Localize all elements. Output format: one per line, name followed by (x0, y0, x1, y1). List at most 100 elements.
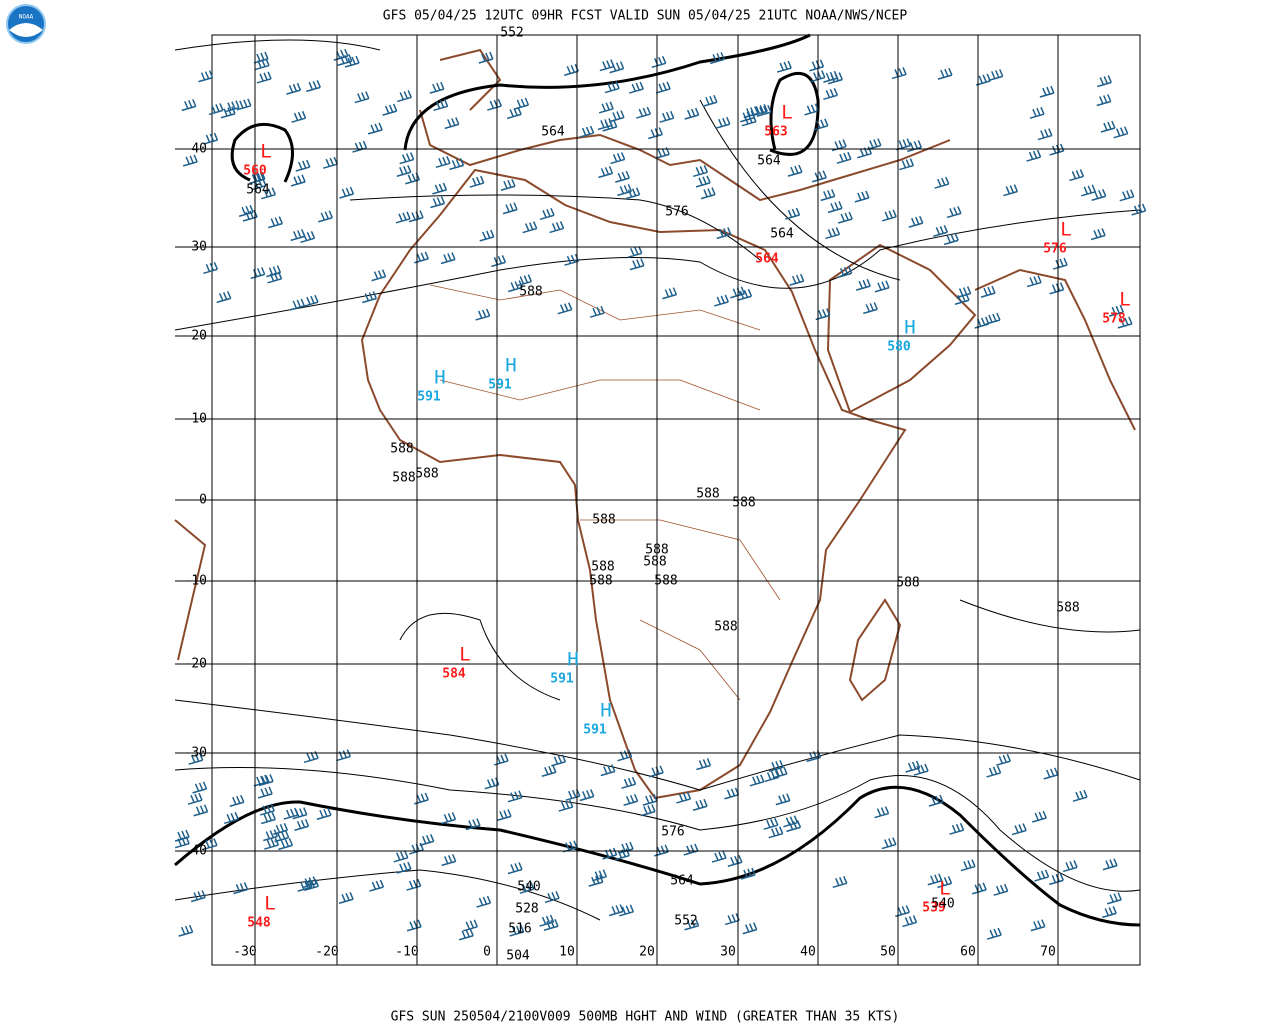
lat-label: -20 (184, 657, 207, 672)
wind-barb (254, 58, 270, 71)
wind-barb (182, 154, 198, 167)
wind-barb (249, 172, 265, 185)
wind-barb (768, 826, 784, 839)
wind-barb (683, 843, 699, 856)
map (174, 33, 1141, 927)
wind-barb (625, 187, 641, 200)
wind-barb (396, 861, 412, 874)
wind-barb (557, 302, 573, 315)
wind-barb (855, 278, 871, 291)
wind-barb (290, 298, 305, 311)
wind-barb (192, 781, 208, 794)
wind-barb (832, 876, 848, 889)
wind-barb (825, 227, 841, 240)
lat-label: 10 (191, 412, 207, 427)
logo-text: NOAA (19, 14, 34, 21)
lon-label: 0 (483, 945, 491, 960)
wind-barb (336, 749, 352, 762)
wind-barb (1039, 85, 1055, 98)
wind-barb (724, 913, 740, 926)
wind-barb (188, 752, 204, 765)
wind-barb (960, 859, 976, 872)
wind-barb (1090, 228, 1106, 241)
noaa-logo: NOAA (6, 4, 46, 44)
wind-barb (266, 265, 282, 278)
wind-barb (500, 178, 516, 191)
wind-barb (1117, 316, 1133, 329)
contour-label: 588 (1056, 601, 1079, 616)
wind-barb (549, 221, 565, 234)
wind-barb (382, 103, 398, 116)
wind-barb (1097, 75, 1112, 88)
wind-barb (684, 918, 700, 931)
wind-barb (250, 267, 266, 280)
wind-barb (1113, 126, 1129, 139)
wind-barb (430, 196, 446, 209)
wind-barb (815, 308, 831, 321)
pressure-center-symbol: L (1119, 289, 1130, 311)
wind-barb (405, 172, 420, 185)
pressure-center-symbol: H (904, 317, 915, 339)
contour-label: 564 (770, 227, 794, 242)
wind-barb (406, 878, 422, 891)
wind-barb (333, 48, 349, 61)
africa-coast (360, 168, 907, 800)
contour-label: 588 (896, 576, 919, 591)
wind-barb (263, 829, 279, 842)
wind-barb (369, 879, 385, 892)
pressure-center-value: 539 (922, 901, 945, 916)
borders (429, 284, 781, 701)
wind-barb (397, 90, 412, 103)
wind-barb (408, 210, 424, 223)
pressure-center-value: 580 (887, 340, 911, 355)
wind-barb (874, 280, 890, 293)
wind-barb (303, 294, 319, 307)
wind-barb (449, 158, 465, 171)
wind-barb (740, 110, 755, 123)
pressure-center-value: 563 (764, 125, 787, 140)
wind-barb (812, 170, 827, 183)
wind-barb (202, 838, 218, 851)
wind-barb (776, 60, 792, 73)
pressure-center-value: 560 (243, 164, 267, 179)
wind-barb (902, 915, 918, 928)
contour-label: 564 (541, 125, 565, 140)
pressure-center-symbol: L (264, 893, 275, 915)
wind-barb (1032, 810, 1047, 823)
wind-barb (323, 156, 338, 169)
wind-barb (1011, 823, 1027, 836)
wind-barb (786, 820, 802, 833)
wind-barb (558, 799, 574, 812)
wind-barb (261, 812, 276, 825)
europe-coast (419, 48, 951, 202)
wind-barb (597, 118, 613, 131)
contour-label: 588 (696, 487, 719, 502)
wind-barb (476, 895, 492, 908)
pressure-center-symbol: L (260, 141, 271, 163)
wind-barb (261, 187, 276, 200)
wind-barb (256, 71, 272, 84)
wind-barb (465, 818, 481, 831)
wind-barb (693, 165, 708, 178)
contour-label: 504 (506, 949, 530, 964)
lon-label: 30 (720, 945, 736, 960)
lat-label: 30 (191, 240, 207, 255)
wind-barb (406, 919, 422, 932)
contour-label: 528 (515, 902, 538, 917)
wind-barb (905, 760, 921, 773)
wind-barb (258, 774, 274, 787)
wind-barb (753, 104, 768, 117)
wind-barb (896, 138, 911, 151)
wind-barb (543, 918, 559, 931)
wind-barb (441, 812, 457, 825)
wind-barb (286, 82, 302, 95)
wind-barb (1119, 189, 1135, 202)
wind-barb (517, 274, 533, 287)
contour-564 (403, 33, 811, 151)
wind-barb (716, 227, 732, 240)
wind-barb (986, 927, 1002, 940)
wind-barb (514, 97, 530, 110)
contour-label: 588 (519, 285, 542, 300)
wind-barb (283, 807, 299, 820)
